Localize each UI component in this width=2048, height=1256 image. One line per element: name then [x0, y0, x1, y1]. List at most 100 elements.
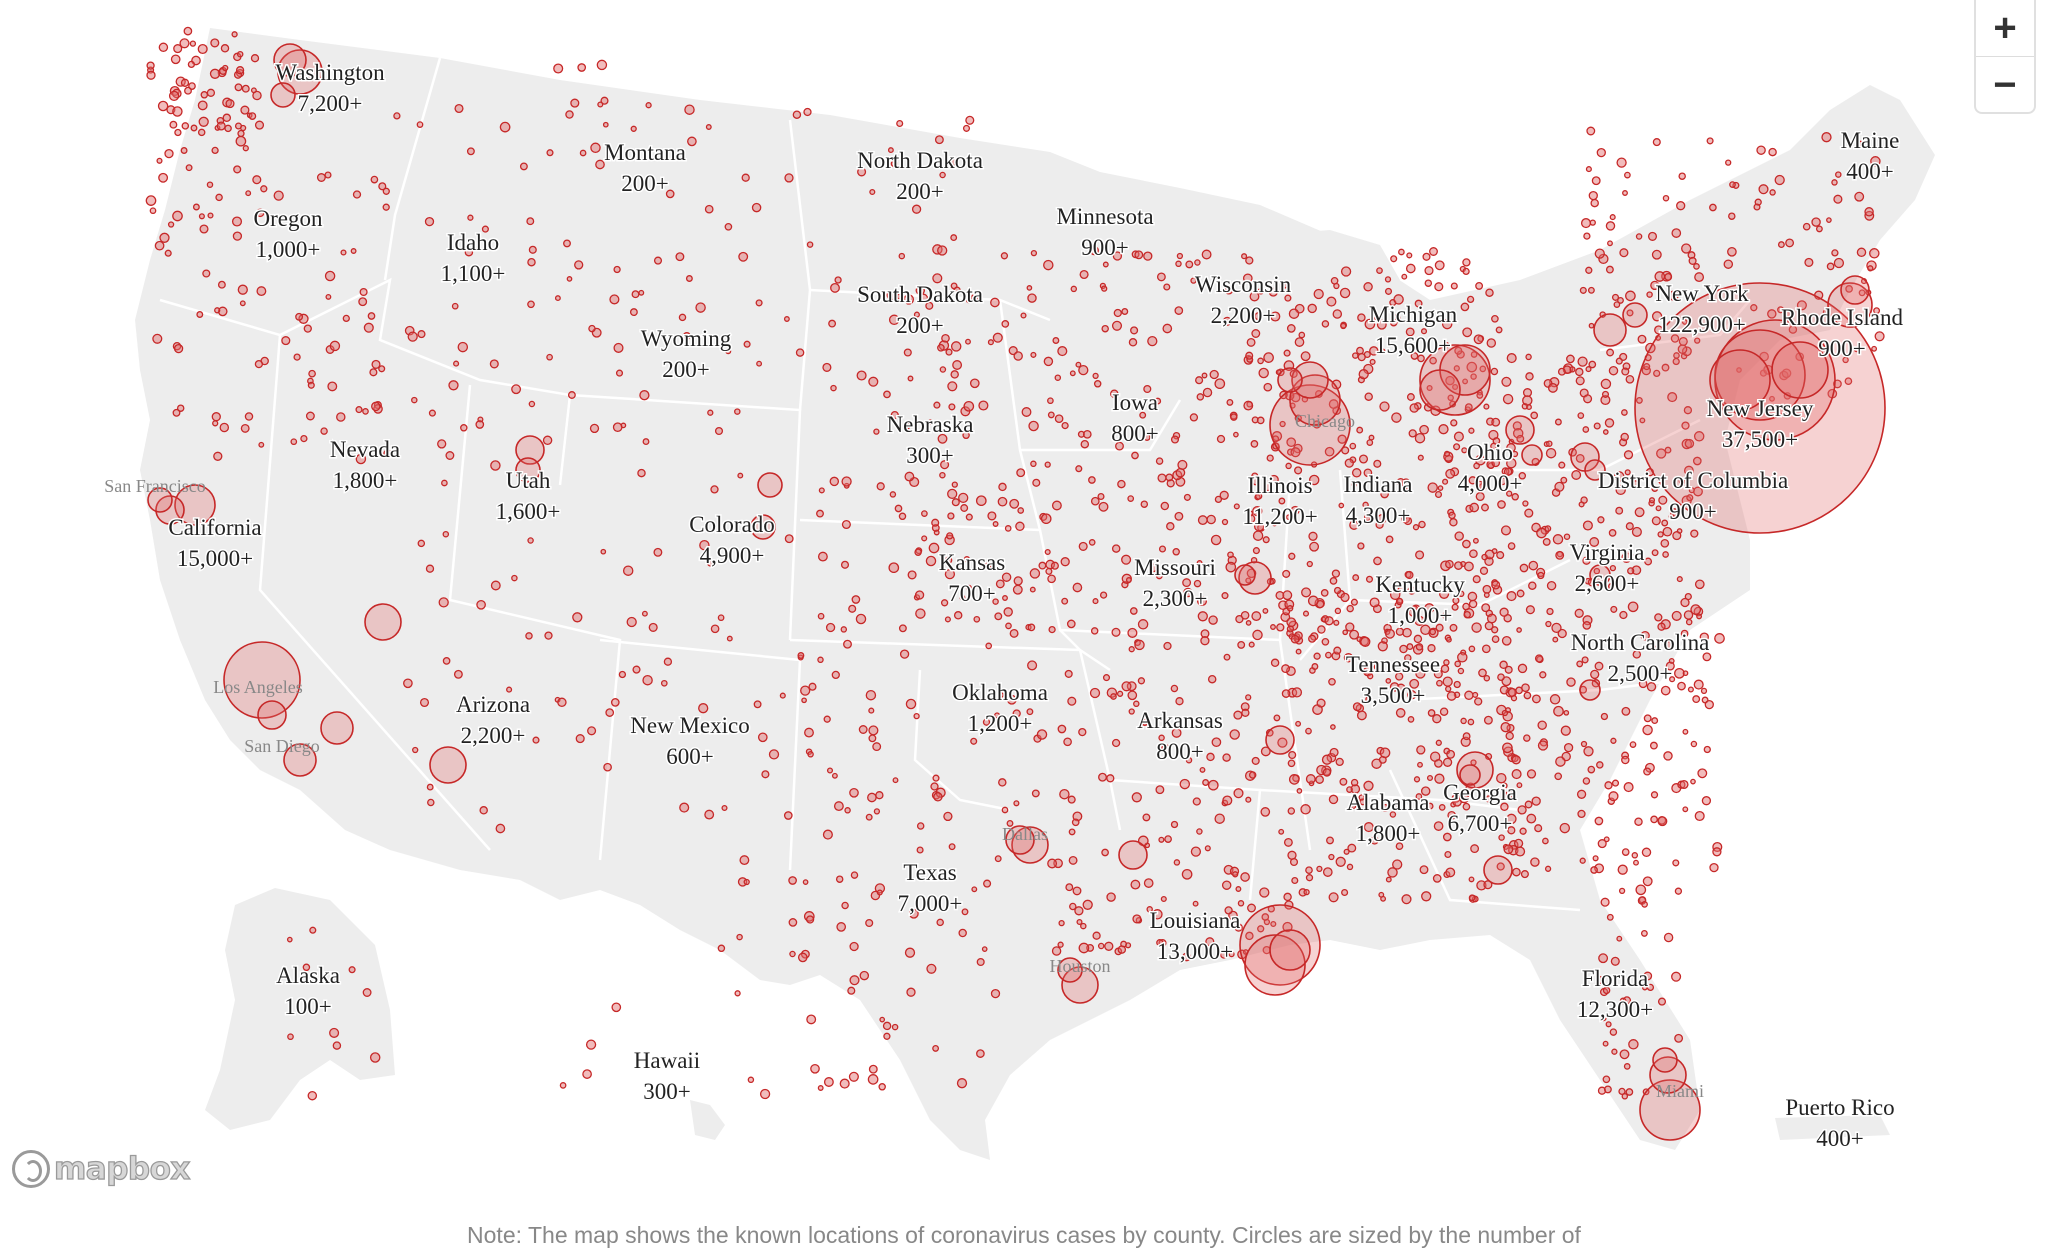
case-circle[interactable] [611, 1002, 622, 1013]
case-circle[interactable] [1701, 796, 1712, 806]
case-circle[interactable] [1048, 625, 1056, 634]
case-circle[interactable] [1579, 857, 1586, 864]
case-circle[interactable] [1288, 774, 1300, 785]
case-circle[interactable] [1117, 479, 1126, 489]
case-circle[interactable] [393, 112, 401, 120]
case-circle[interactable] [1289, 374, 1341, 426]
case-circle[interactable] [1445, 468, 1456, 479]
case-circle[interactable] [1358, 454, 1369, 464]
case-circle[interactable] [1621, 409, 1628, 416]
case-circle[interactable] [1380, 489, 1389, 499]
zoom-out-button[interactable]: − [1976, 56, 2034, 113]
case-circle[interactable] [943, 811, 953, 822]
case-circle[interactable] [1542, 837, 1549, 845]
case-circle[interactable] [367, 312, 376, 320]
case-circle[interactable] [1516, 627, 1522, 633]
case-circle[interactable] [1481, 553, 1488, 561]
case-circle[interactable] [849, 787, 859, 798]
case-circle[interactable] [1662, 194, 1670, 202]
case-circle[interactable] [1134, 250, 1144, 260]
case-circle[interactable] [1546, 440, 1553, 447]
case-circle[interactable] [355, 453, 367, 465]
case-circle[interactable] [829, 476, 840, 487]
case-circle[interactable] [1233, 503, 1240, 510]
case-circle[interactable] [1449, 623, 1458, 632]
case-circle[interactable] [756, 360, 763, 367]
case-circle[interactable] [1563, 709, 1570, 716]
case-circle[interactable] [622, 565, 634, 576]
case-circle[interactable] [1013, 351, 1023, 361]
case-circle[interactable] [800, 685, 811, 696]
case-circle[interactable] [1396, 683, 1406, 694]
case-circle[interactable] [1483, 403, 1490, 410]
case-circle[interactable] [252, 90, 262, 101]
case-circle[interactable] [1462, 327, 1473, 338]
case-circle[interactable] [1214, 495, 1223, 504]
case-circle[interactable] [1650, 815, 1658, 824]
case-circle[interactable] [1466, 295, 1475, 304]
case-circle[interactable] [164, 148, 174, 159]
case-circle[interactable] [1498, 834, 1505, 841]
case-circle[interactable] [428, 409, 436, 417]
case-circle[interactable] [1575, 367, 1584, 377]
case-circle[interactable] [734, 990, 741, 997]
case-circle[interactable] [1671, 610, 1682, 621]
case-circle[interactable] [1012, 709, 1021, 718]
case-circle[interactable] [1015, 521, 1025, 532]
case-circle[interactable] [1308, 531, 1318, 541]
case-circle[interactable] [876, 482, 885, 491]
case-circle[interactable] [214, 307, 221, 314]
case-circle[interactable] [316, 173, 326, 182]
case-circle[interactable] [626, 616, 637, 628]
case-circle[interactable] [956, 1078, 968, 1089]
case-circle[interactable] [1586, 126, 1596, 136]
case-circle[interactable] [1233, 710, 1243, 720]
case-circle[interactable] [1516, 782, 1523, 789]
case-circle[interactable] [1640, 929, 1648, 937]
case-circle[interactable] [1412, 524, 1420, 531]
case-circle[interactable] [1313, 288, 1324, 300]
case-circle[interactable] [1157, 473, 1167, 483]
case-circle[interactable] [1660, 685, 1671, 696]
case-circle[interactable] [222, 113, 232, 123]
case-circle[interactable] [921, 510, 928, 517]
case-circle[interactable] [1078, 364, 1089, 376]
case-circle[interactable] [1063, 737, 1072, 747]
case-circle[interactable] [1634, 817, 1643, 826]
case-circle[interactable] [830, 384, 837, 392]
case-circle[interactable] [1128, 708, 1135, 715]
case-circle[interactable] [1414, 615, 1425, 627]
case-circle[interactable] [1072, 582, 1083, 593]
case-circle[interactable] [1288, 308, 1300, 319]
case-circle[interactable] [146, 70, 156, 80]
case-circle[interactable] [1625, 1088, 1634, 1096]
case-circle[interactable] [1155, 572, 1163, 580]
case-circle[interactable] [1468, 476, 1477, 485]
case-circle[interactable] [1346, 786, 1353, 793]
case-circle[interactable] [254, 120, 265, 130]
case-circle[interactable] [1281, 281, 1289, 289]
case-circle[interactable] [1582, 621, 1592, 630]
case-circle[interactable] [1446, 691, 1457, 701]
case-circle[interactable] [1294, 466, 1303, 475]
case-circle[interactable] [489, 359, 499, 369]
case-circle[interactable] [1384, 287, 1393, 295]
case-circle[interactable] [515, 457, 541, 483]
case-circle[interactable] [1642, 876, 1653, 887]
case-circle[interactable] [1111, 544, 1121, 553]
case-circle[interactable] [1491, 580, 1501, 590]
case-circle[interactable] [1552, 534, 1564, 545]
case-circle[interactable] [1449, 400, 1457, 408]
case-circle[interactable] [295, 312, 304, 321]
case-circle[interactable] [1170, 684, 1179, 693]
case-circle[interactable] [1693, 263, 1700, 270]
case-circle[interactable] [1365, 575, 1374, 583]
case-circle[interactable] [1257, 287, 1265, 295]
case-circle[interactable] [589, 423, 600, 434]
case-circle[interactable] [1443, 450, 1451, 457]
case-circle[interactable] [834, 276, 842, 284]
case-circle[interactable] [1246, 337, 1256, 347]
case-circle[interactable] [1030, 351, 1037, 358]
case-circle[interactable] [1506, 457, 1517, 469]
case-circle[interactable] [637, 468, 646, 478]
